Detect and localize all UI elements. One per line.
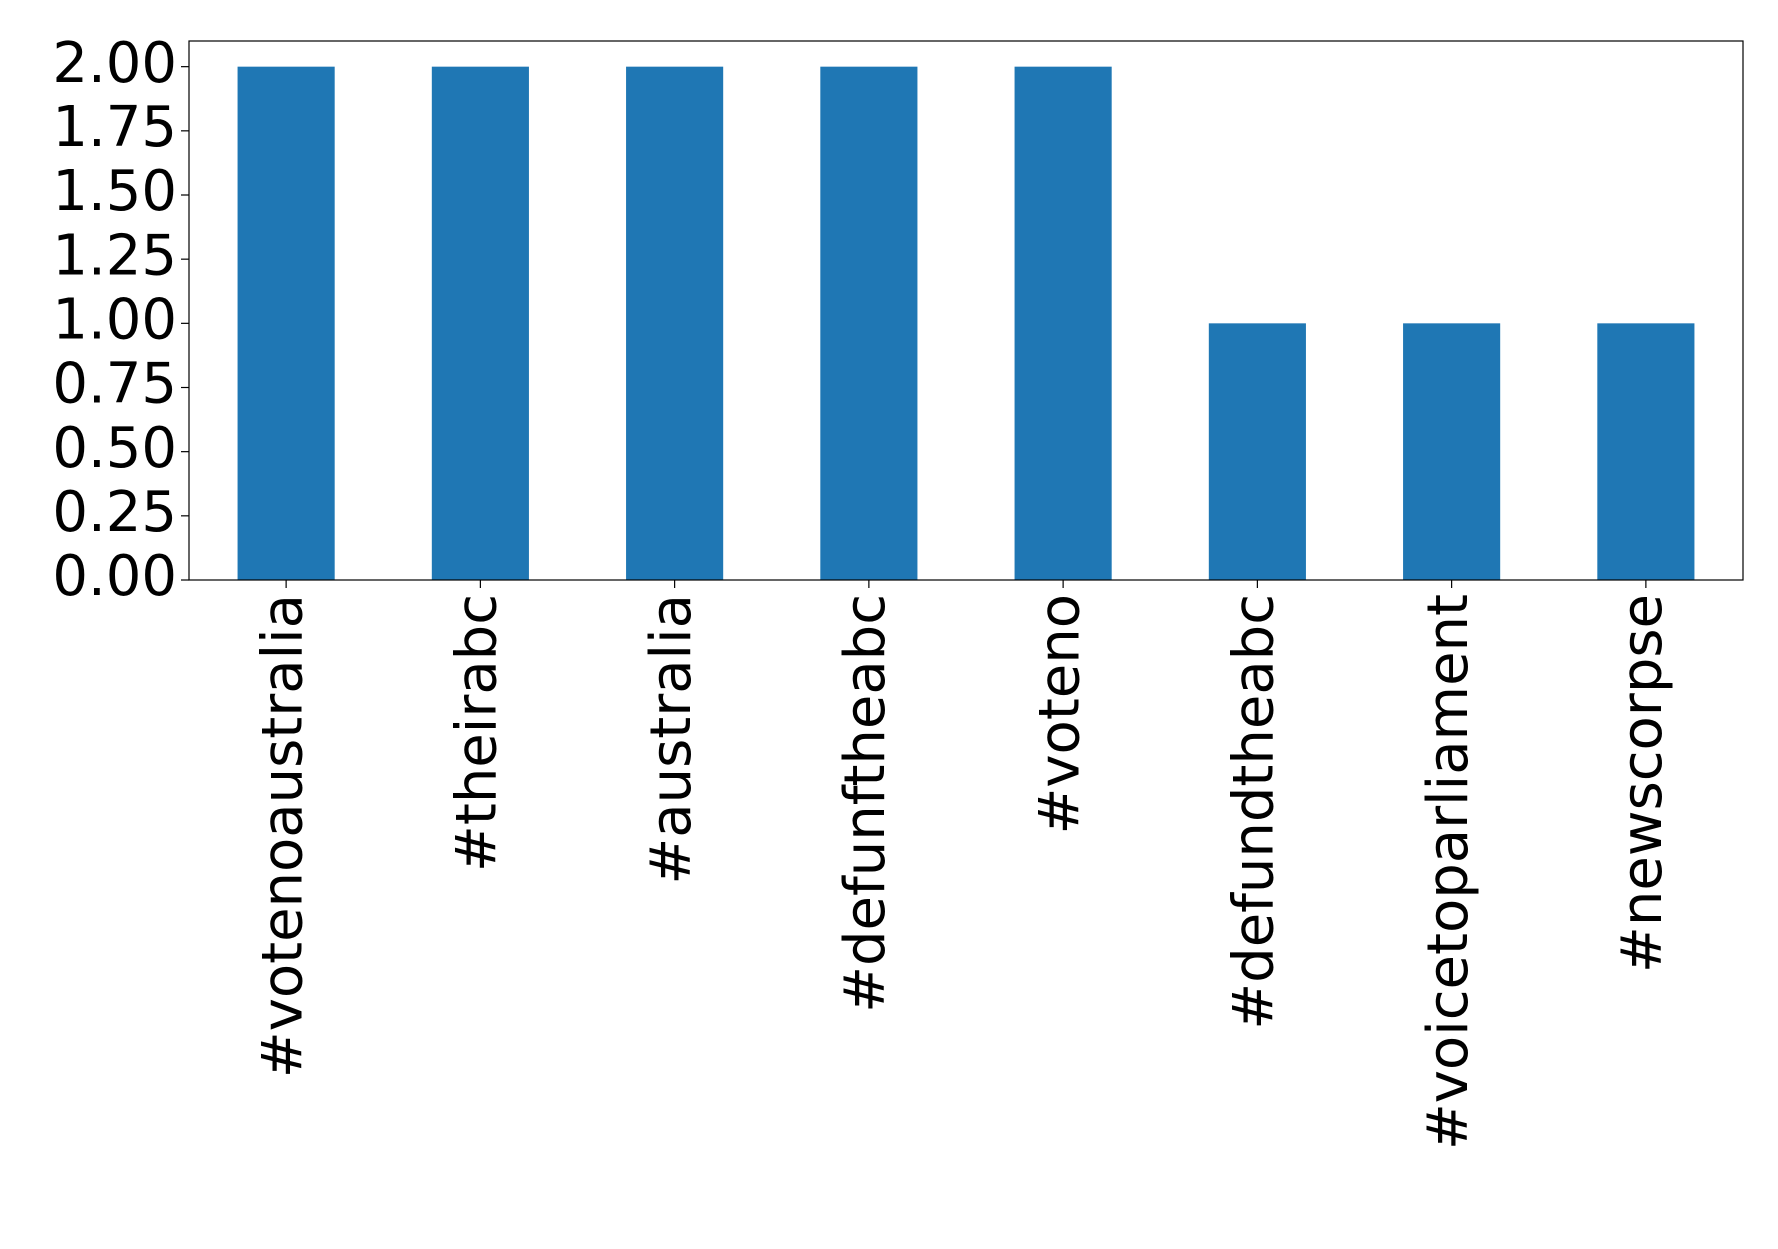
x-tick-label: #defunftheabc [833,594,898,1013]
bar [431,66,529,580]
y-tick-label: 1.25 [52,223,177,288]
x-tick-label: #newscorpse [1610,594,1675,973]
y-tick-label: 2.00 [52,31,177,96]
x-tick-label: #australia [639,594,704,885]
y-tick-label: 1.50 [52,159,177,224]
bar [626,66,724,580]
bar [237,66,335,580]
y-tick-label: 0.00 [52,544,177,609]
y-tick-label: 1.00 [52,287,177,352]
y-tick-label: 0.25 [52,480,177,545]
x-tick-label: #defundtheabc [1222,594,1287,1030]
bar [1597,323,1695,580]
x-tick-label: #voteno [1027,594,1092,835]
y-tick-label: 0.75 [52,352,177,417]
x-tick-label: #voicetoparliament [1416,594,1481,1150]
y-tick-label: 1.75 [52,95,177,160]
bar [820,66,918,580]
x-tick-label: #votenoaustralia [250,594,315,1078]
bar [1014,66,1112,580]
bar [1403,323,1501,580]
x-tick-label: #theirabc [445,594,510,872]
plot-frame [188,40,1744,581]
bar [1208,323,1306,580]
y-tick-label: 0.50 [52,416,177,481]
